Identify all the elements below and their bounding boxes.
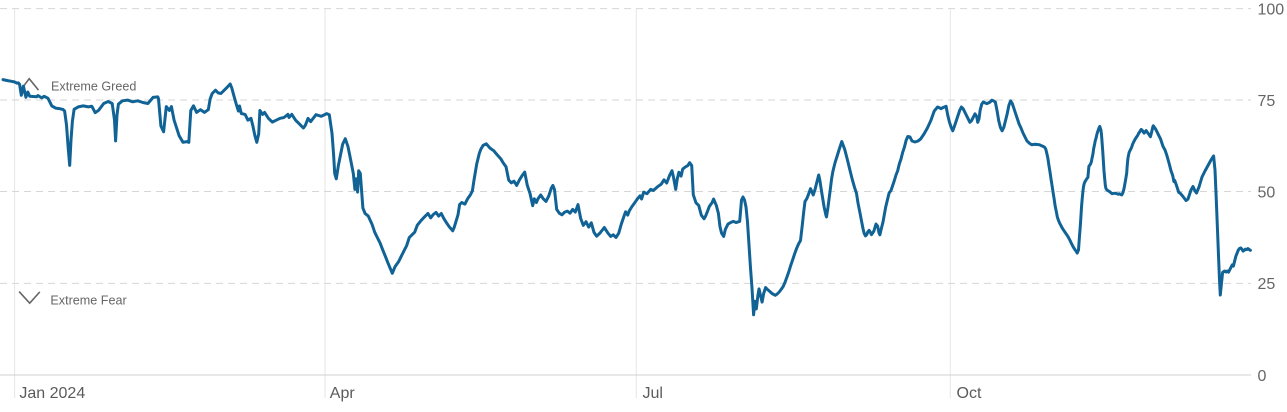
- svg-text:Extreme Fear: Extreme Fear: [50, 294, 126, 308]
- svg-text:Extreme Greed: Extreme Greed: [51, 79, 136, 93]
- svg-text:Jan 2024: Jan 2024: [19, 385, 85, 402]
- svg-text:50: 50: [1258, 184, 1276, 201]
- svg-text:Apr: Apr: [330, 385, 356, 402]
- svg-text:75: 75: [1258, 93, 1276, 110]
- svg-text:Oct: Oct: [957, 385, 982, 402]
- svg-text:0: 0: [1258, 368, 1267, 385]
- svg-text:25: 25: [1258, 276, 1276, 293]
- svg-text:100: 100: [1258, 1, 1285, 18]
- svg-text:Jul: Jul: [643, 385, 663, 402]
